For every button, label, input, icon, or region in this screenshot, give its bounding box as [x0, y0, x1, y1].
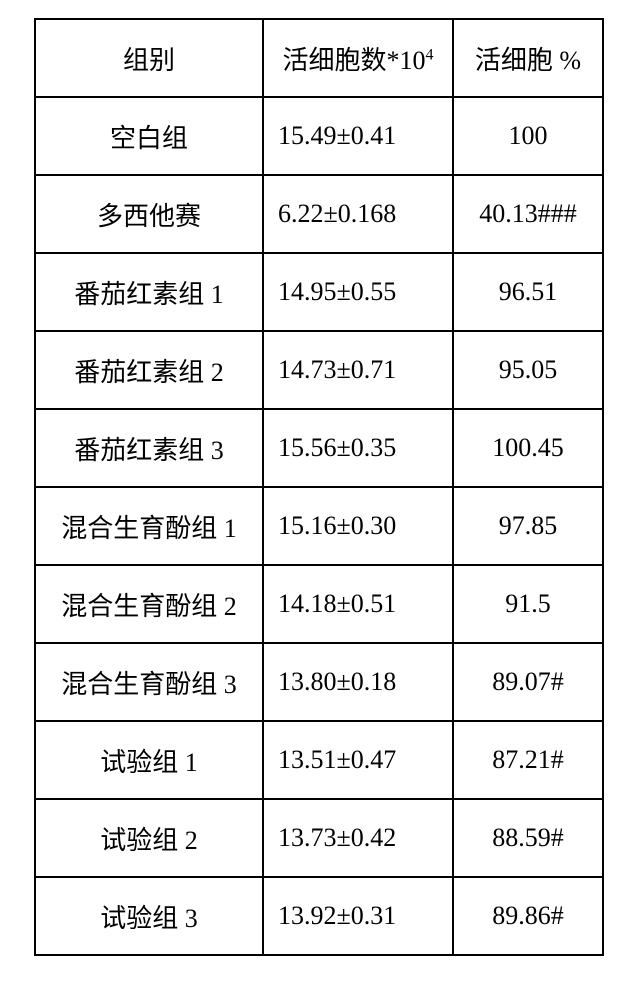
- cell-pct: 97.85: [453, 487, 603, 565]
- header-group: 组别: [35, 19, 263, 97]
- cell-pct: 100.45: [453, 409, 603, 487]
- header-count-prefix: 活细胞数*10: [282, 46, 425, 75]
- cell-pct: 95.05: [453, 331, 603, 409]
- cell-pct: 89.07#: [453, 643, 603, 721]
- cell-pct: 40.13###: [453, 175, 603, 253]
- table-row: 试验组 2 13.73±0.42 88.59#: [35, 799, 603, 877]
- cell-count: 15.16±0.30: [263, 487, 453, 565]
- table-row: 番茄红素组 2 14.73±0.71 95.05: [35, 331, 603, 409]
- table-row: 多西他赛 6.22±0.168 40.13###: [35, 175, 603, 253]
- cell-group: 试验组 3: [35, 877, 263, 955]
- table-row: 番茄红素组 3 15.56±0.35 100.45: [35, 409, 603, 487]
- cell-count: 6.22±0.168: [263, 175, 453, 253]
- table-header-row: 组别 活细胞数*104 活细胞 %: [35, 19, 603, 97]
- cell-pct: 87.21#: [453, 721, 603, 799]
- cell-count: 14.73±0.71: [263, 331, 453, 409]
- cell-count: 14.18±0.51: [263, 565, 453, 643]
- cell-group: 试验组 2: [35, 799, 263, 877]
- cell-group: 试验组 1: [35, 721, 263, 799]
- table-row: 空白组 15.49±0.41 100: [35, 97, 603, 175]
- data-table: 组别 活细胞数*104 活细胞 % 空白组 15.49±0.41 100 多西他…: [34, 18, 604, 956]
- cell-count: 15.56±0.35: [263, 409, 453, 487]
- table-row: 混合生育酚组 2 14.18±0.51 91.5: [35, 565, 603, 643]
- cell-count: 15.49±0.41: [263, 97, 453, 175]
- cell-pct: 100: [453, 97, 603, 175]
- cell-group: 混合生育酚组 1: [35, 487, 263, 565]
- cell-pct: 96.51: [453, 253, 603, 331]
- cell-count: 14.95±0.55: [263, 253, 453, 331]
- table-row: 番茄红素组 1 14.95±0.55 96.51: [35, 253, 603, 331]
- cell-group: 混合生育酚组 2: [35, 565, 263, 643]
- header-count-exp: 4: [426, 46, 434, 63]
- cell-group: 空白组: [35, 97, 263, 175]
- cell-count: 13.73±0.42: [263, 799, 453, 877]
- page: 组别 活细胞数*104 活细胞 % 空白组 15.49±0.41 100 多西他…: [0, 0, 618, 1000]
- table-row: 试验组 3 13.92±0.31 89.86#: [35, 877, 603, 955]
- cell-group: 番茄红素组 1: [35, 253, 263, 331]
- cell-group: 番茄红素组 3: [35, 409, 263, 487]
- header-count: 活细胞数*104: [263, 19, 453, 97]
- cell-count: 13.92±0.31: [263, 877, 453, 955]
- cell-group: 混合生育酚组 3: [35, 643, 263, 721]
- cell-pct: 91.5: [453, 565, 603, 643]
- cell-pct: 89.86#: [453, 877, 603, 955]
- cell-count: 13.80±0.18: [263, 643, 453, 721]
- table-row: 混合生育酚组 3 13.80±0.18 89.07#: [35, 643, 603, 721]
- table-body: 组别 活细胞数*104 活细胞 % 空白组 15.49±0.41 100 多西他…: [35, 19, 603, 955]
- cell-group: 多西他赛: [35, 175, 263, 253]
- table-row: 试验组 1 13.51±0.47 87.21#: [35, 721, 603, 799]
- cell-count: 13.51±0.47: [263, 721, 453, 799]
- cell-group: 番茄红素组 2: [35, 331, 263, 409]
- table-row: 混合生育酚组 1 15.16±0.30 97.85: [35, 487, 603, 565]
- cell-pct: 88.59#: [453, 799, 603, 877]
- header-pct: 活细胞 %: [453, 19, 603, 97]
